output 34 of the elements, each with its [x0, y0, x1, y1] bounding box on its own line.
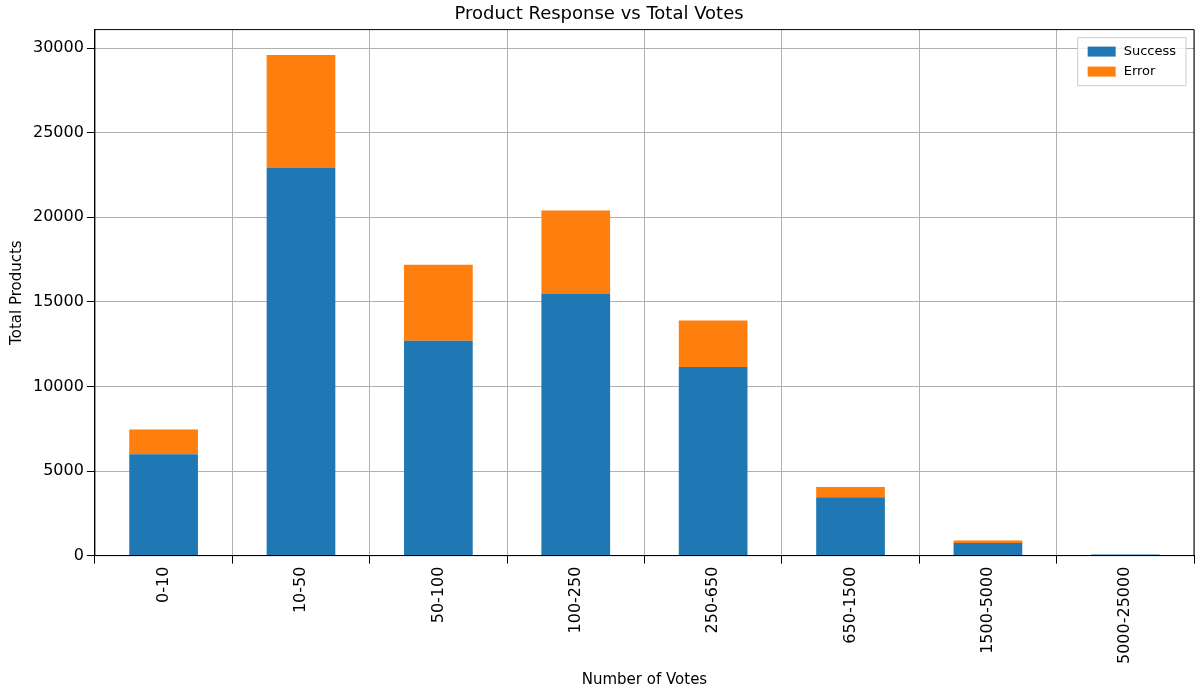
y-tick-label: 5000: [43, 460, 84, 480]
x-tick-label: 100-250: [564, 566, 584, 634]
y-tick-label: 15000: [32, 291, 84, 311]
legend-label: Success: [1123, 42, 1177, 58]
bar: [266, 167, 336, 556]
bar: [404, 264, 473, 341]
y-tick-label: 25000: [32, 121, 84, 141]
bar: [953, 540, 1023, 543]
x-tick-label: 50-100: [427, 566, 447, 624]
x-tick-label: 1500-5000: [977, 566, 997, 654]
legend-label: Error: [1123, 62, 1157, 78]
x-axis-title: Number of Votes: [581, 669, 708, 688]
y-tick-label: 20000: [32, 206, 84, 226]
y-tick-label: 0: [73, 544, 84, 564]
chart-title: Product Response vs Total Votes: [454, 2, 744, 24]
x-tick-label: 10-50: [290, 566, 310, 614]
x-tick-label: 250-650: [702, 566, 722, 634]
x-tick-label: 650-1500: [839, 566, 859, 644]
y-tick-label: 30000: [32, 37, 84, 57]
y-axis-title: Total Products: [6, 240, 25, 346]
bar: [129, 454, 198, 556]
bar: [541, 293, 611, 556]
bar: [816, 487, 885, 498]
x-tick-label: 5000-25000: [1114, 566, 1134, 664]
bar: [129, 429, 198, 455]
bar: [404, 340, 473, 556]
bar: [816, 497, 885, 556]
x-tick-label: 0-10: [152, 566, 172, 603]
y-tick-label: 10000: [32, 375, 84, 395]
bar: [266, 54, 336, 168]
bar: [953, 542, 1023, 556]
bar: [541, 210, 611, 294]
bar: [678, 367, 748, 556]
bar: [678, 320, 748, 368]
